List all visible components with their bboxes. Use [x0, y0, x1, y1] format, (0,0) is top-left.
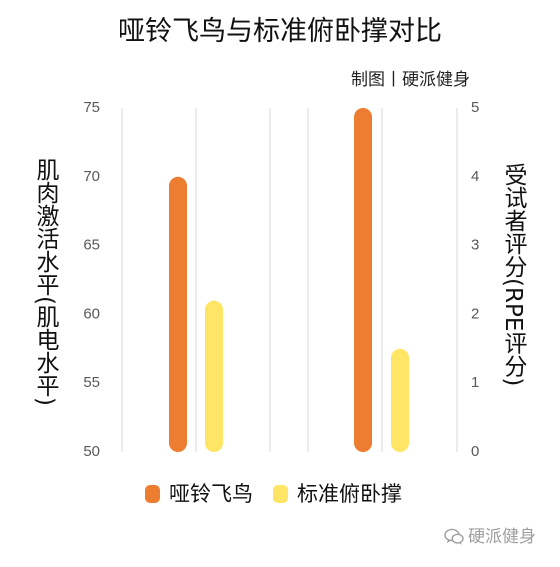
left-axis-tick-label: 50 — [83, 443, 100, 460]
right-panel-bar-series-2 — [391, 348, 409, 452]
right-axis-tick-label: 3 — [471, 237, 479, 254]
right-axis-tick-label: 0 — [471, 443, 479, 460]
chart-title: 哑铃飞鸟与标准俯卧撑对比 — [118, 16, 442, 47]
chart-legend: 哑铃飞鸟 标准俯卧撑 — [145, 480, 422, 508]
right-axis-tick-label: 4 — [471, 168, 479, 185]
left-panel-bar-series-2 — [205, 300, 223, 452]
wechat-icon — [444, 528, 464, 545]
legend-swatch — [273, 485, 288, 503]
legend-label: 哑铃飞鸟 — [169, 482, 253, 506]
right-panel-bar-series-1 — [354, 108, 372, 452]
left-axis-tick-label: 60 — [83, 305, 100, 322]
right-axis-tick-label: 2 — [471, 305, 479, 322]
left-axis-label: 肌肉激活水平(肌电水平) — [32, 158, 58, 406]
right-axis-label: 受试者评分(RPE评分) — [500, 163, 526, 387]
right-axis-tick-label: 5 — [471, 99, 479, 116]
left-axis-tick-label: 70 — [83, 168, 100, 185]
legend-swatch — [145, 485, 160, 503]
legend-label: 标准俯卧撑 — [297, 482, 402, 506]
chart-credit: 制图丨硬派健身 — [351, 70, 470, 90]
left-axis-tick-label: 55 — [83, 374, 100, 391]
watermark: 硬派健身 — [444, 526, 536, 548]
legend-item-series-2: 标准俯卧撑 — [273, 480, 402, 508]
watermark-text: 硬派健身 — [468, 527, 536, 547]
left-axis-tick-label: 65 — [83, 237, 100, 254]
left-panel-bar-series-1 — [169, 176, 187, 453]
legend-item-series-1: 哑铃飞鸟 — [145, 480, 253, 508]
right-axis-tick-label: 1 — [471, 374, 479, 391]
left-axis-tick-label: 75 — [83, 99, 100, 116]
